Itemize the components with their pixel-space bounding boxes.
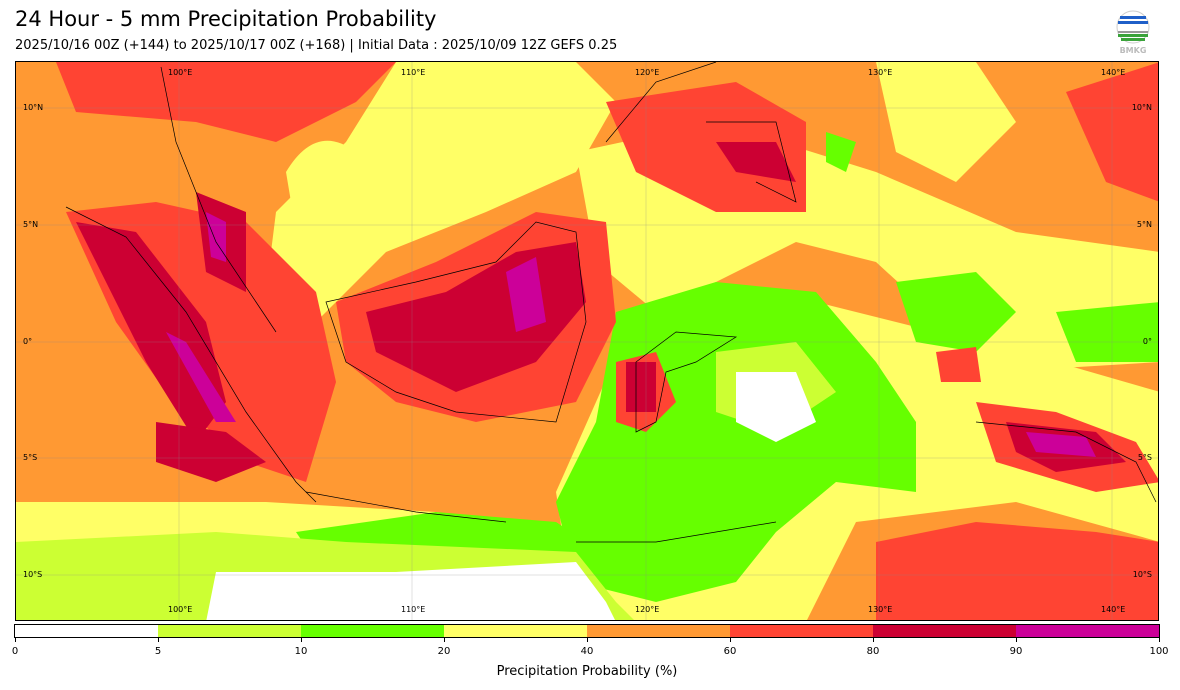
colorbar-segment <box>301 625 444 637</box>
lat-label: 5°N <box>23 220 39 229</box>
colorbar-tick-label: 0 <box>11 646 19 657</box>
colorbar-segment <box>873 625 1016 637</box>
lat-label: 10°N <box>1131 103 1152 112</box>
colorbar-segment <box>158 625 301 637</box>
colorbar-label: Precipitation Probability (%) <box>496 664 678 679</box>
lat-label: 10°N <box>23 103 44 112</box>
colorbar-segment <box>587 625 730 637</box>
colorbar-tick-label: 40 <box>580 646 594 657</box>
colorbar-tick <box>873 638 874 642</box>
colorbar-tick-label: 80 <box>866 646 880 657</box>
lon-label: 130°E <box>868 605 893 614</box>
colorbar-tick-label: 100 <box>1149 646 1169 657</box>
chart-title: 24 Hour - 5 mm Precipitation Probability <box>15 7 437 31</box>
bmkg-logo: BMKG <box>1114 10 1152 56</box>
colorbar <box>14 624 1160 638</box>
lat-label: 5°S <box>1137 453 1152 462</box>
colorbar-tick <box>1016 638 1017 642</box>
colorbar-segment <box>730 625 873 637</box>
colorbar-tick-label: 90 <box>1009 646 1023 657</box>
lat-label: 0° <box>1142 337 1152 346</box>
chart-subtitle: 2025/10/16 00Z (+144) to 2025/10/17 00Z … <box>15 38 618 53</box>
colorbar-tick-label: 5 <box>154 646 162 657</box>
colorbar-tick <box>15 638 16 642</box>
lon-label: 140°E <box>1101 605 1126 614</box>
probability-field <box>16 62 1158 620</box>
colorbar-segment <box>444 625 587 637</box>
lon-label: 100°E <box>168 605 193 614</box>
lat-label: 10°S <box>1132 570 1152 579</box>
lon-label: 110°E <box>401 605 426 614</box>
colorbar-tick <box>1159 638 1160 642</box>
colorbar-tick <box>730 638 731 642</box>
lon-label: 120°E <box>635 68 660 77</box>
svg-text:BMKG: BMKG <box>1120 46 1147 55</box>
lat-label: 5°S <box>23 453 38 462</box>
colorbar-segment <box>1016 625 1159 637</box>
colorbar-tick-label: 60 <box>723 646 737 657</box>
colorbar-tick <box>301 638 302 642</box>
lat-label: 10°S <box>23 570 43 579</box>
colorbar-tick <box>587 638 588 642</box>
colorbar-tick <box>444 638 445 642</box>
lon-label: 130°E <box>868 68 893 77</box>
colorbar-tick-label: 10 <box>294 646 308 657</box>
lon-label: 140°E <box>1101 68 1126 77</box>
lat-label: 0° <box>23 337 33 346</box>
lon-label: 100°E <box>168 68 193 77</box>
coastlines <box>65 62 1157 543</box>
colorbar-tick-label: 20 <box>437 646 451 657</box>
precipitation-map: 100°E 110°E 120°E 130°E 140°E 100°E 110°… <box>15 61 1159 621</box>
lon-label: 120°E <box>635 605 660 614</box>
lat-label: 5°N <box>1136 220 1152 229</box>
colorbar-segment <box>15 625 158 637</box>
colorbar-tick <box>158 638 159 642</box>
lon-label: 110°E <box>401 68 426 77</box>
